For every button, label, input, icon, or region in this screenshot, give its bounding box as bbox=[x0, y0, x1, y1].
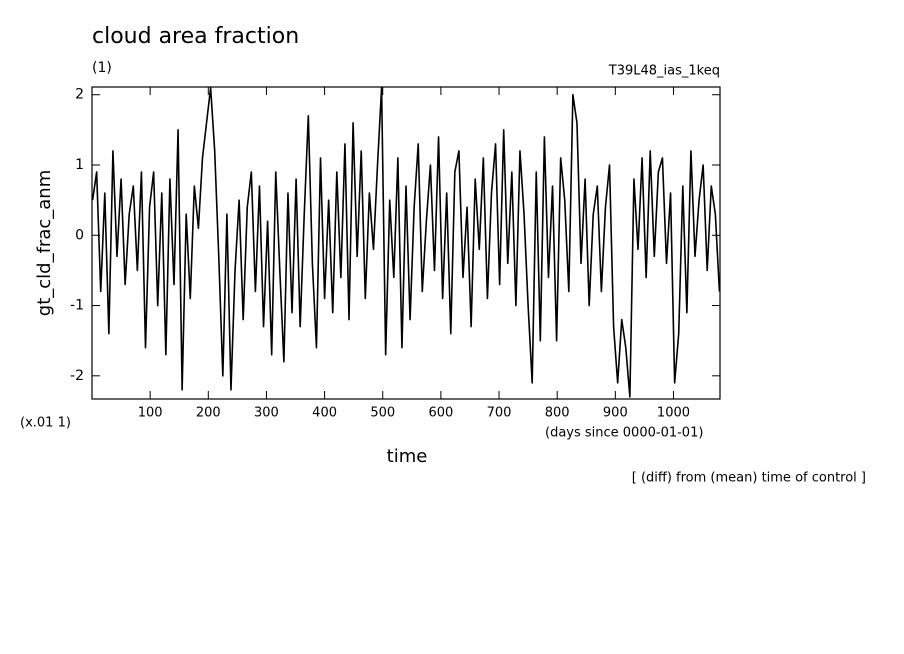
x-tick-label: 200 bbox=[196, 406, 221, 421]
data-line bbox=[91, 86, 721, 398]
y-scale-label: (x.01 1) bbox=[20, 416, 71, 431]
x-tick-label: 900 bbox=[603, 406, 628, 421]
x-tick-label: 500 bbox=[370, 406, 395, 421]
x-tick-label: 700 bbox=[487, 406, 512, 421]
x-tick-label: 400 bbox=[312, 406, 337, 421]
annotation: [ (diff) from (mean) time of control ] bbox=[632, 471, 866, 486]
x-tick-label: 100 bbox=[138, 406, 163, 421]
y-tick-label: 1 bbox=[75, 157, 84, 173]
x-tick-label: 600 bbox=[428, 406, 453, 421]
y-tick-label: 2 bbox=[75, 87, 84, 103]
plot-frame bbox=[91, 86, 721, 400]
x-tick-label: 800 bbox=[545, 406, 570, 421]
y-tick-label: 0 bbox=[75, 227, 84, 243]
x-axis-label: time bbox=[387, 446, 428, 467]
x-tick-label: 300 bbox=[254, 406, 279, 421]
x-units-label: (days since 0000-01-01) bbox=[545, 426, 703, 441]
chart-title: cloud area fraction bbox=[92, 24, 299, 49]
y-axis-label: gt_cld_frac_anm bbox=[34, 170, 55, 316]
experiment-label: T39L48_ias_1keq bbox=[608, 64, 720, 79]
y-tick-label: -2 bbox=[70, 368, 84, 384]
chart-subtitle: (1) bbox=[92, 60, 112, 76]
y-tick-label: -1 bbox=[70, 298, 84, 314]
x-tick-label: 1000 bbox=[657, 406, 690, 421]
